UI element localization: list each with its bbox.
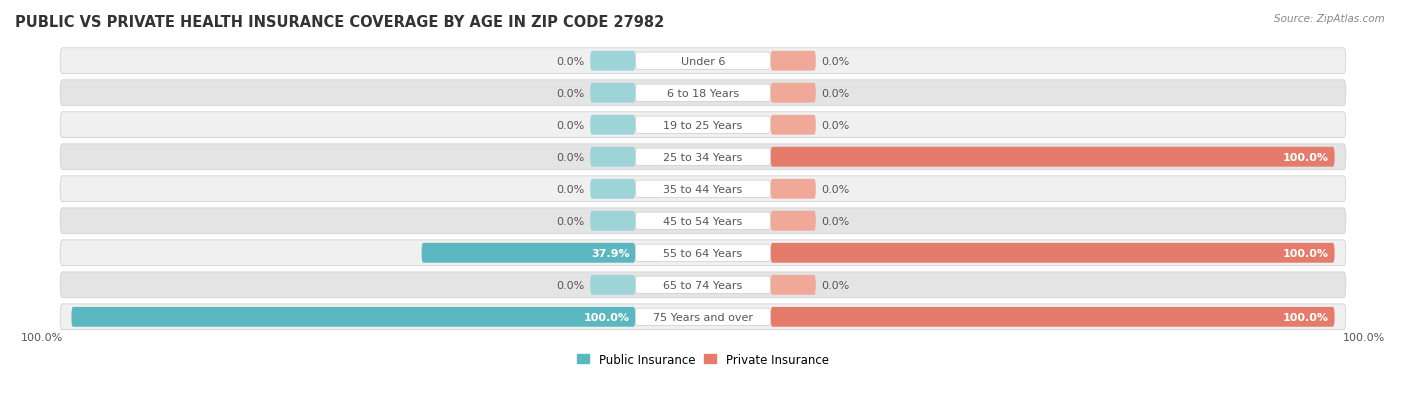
FancyBboxPatch shape — [591, 52, 636, 71]
Text: 6 to 18 Years: 6 to 18 Years — [666, 88, 740, 98]
Text: Source: ZipAtlas.com: Source: ZipAtlas.com — [1274, 14, 1385, 24]
Text: 19 to 25 Years: 19 to 25 Years — [664, 121, 742, 131]
FancyBboxPatch shape — [636, 180, 770, 198]
FancyBboxPatch shape — [60, 113, 1346, 138]
Text: 0.0%: 0.0% — [821, 216, 849, 226]
Text: 100.0%: 100.0% — [1282, 248, 1329, 258]
Text: 0.0%: 0.0% — [557, 280, 585, 290]
Text: Under 6: Under 6 — [681, 57, 725, 66]
Text: 100.0%: 100.0% — [1282, 312, 1329, 322]
FancyBboxPatch shape — [770, 307, 1334, 327]
Text: 0.0%: 0.0% — [557, 57, 585, 66]
Text: 0.0%: 0.0% — [821, 121, 849, 131]
FancyBboxPatch shape — [60, 49, 1346, 74]
Text: 100.0%: 100.0% — [1343, 332, 1385, 342]
Text: 0.0%: 0.0% — [557, 88, 585, 98]
Text: 0.0%: 0.0% — [821, 88, 849, 98]
Text: 37.9%: 37.9% — [591, 248, 630, 258]
FancyBboxPatch shape — [636, 244, 770, 262]
FancyBboxPatch shape — [636, 213, 770, 230]
Text: 0.0%: 0.0% — [821, 280, 849, 290]
FancyBboxPatch shape — [60, 272, 1346, 298]
FancyBboxPatch shape — [636, 53, 770, 70]
FancyBboxPatch shape — [60, 81, 1346, 107]
FancyBboxPatch shape — [770, 52, 815, 71]
Text: 55 to 64 Years: 55 to 64 Years — [664, 248, 742, 258]
FancyBboxPatch shape — [60, 176, 1346, 202]
FancyBboxPatch shape — [422, 243, 636, 263]
Text: 100.0%: 100.0% — [583, 312, 630, 322]
FancyBboxPatch shape — [770, 147, 1334, 167]
FancyBboxPatch shape — [770, 211, 815, 231]
Text: 0.0%: 0.0% — [821, 57, 849, 66]
FancyBboxPatch shape — [591, 179, 636, 199]
Text: 0.0%: 0.0% — [557, 121, 585, 131]
FancyBboxPatch shape — [636, 85, 770, 102]
FancyBboxPatch shape — [591, 83, 636, 103]
Text: 45 to 54 Years: 45 to 54 Years — [664, 216, 742, 226]
FancyBboxPatch shape — [770, 83, 815, 103]
Legend: Public Insurance, Private Insurance: Public Insurance, Private Insurance — [572, 348, 834, 370]
FancyBboxPatch shape — [770, 243, 1334, 263]
FancyBboxPatch shape — [770, 275, 815, 295]
FancyBboxPatch shape — [770, 179, 815, 199]
FancyBboxPatch shape — [72, 307, 636, 327]
Text: 100.0%: 100.0% — [1282, 152, 1329, 162]
Text: 100.0%: 100.0% — [21, 332, 63, 342]
FancyBboxPatch shape — [60, 240, 1346, 266]
Text: 65 to 74 Years: 65 to 74 Years — [664, 280, 742, 290]
Text: 0.0%: 0.0% — [557, 152, 585, 162]
Text: 75 Years and over: 75 Years and over — [652, 312, 754, 322]
FancyBboxPatch shape — [636, 117, 770, 134]
FancyBboxPatch shape — [636, 149, 770, 166]
Text: 35 to 44 Years: 35 to 44 Years — [664, 184, 742, 194]
FancyBboxPatch shape — [591, 275, 636, 295]
Text: PUBLIC VS PRIVATE HEALTH INSURANCE COVERAGE BY AGE IN ZIP CODE 27982: PUBLIC VS PRIVATE HEALTH INSURANCE COVER… — [15, 15, 664, 30]
FancyBboxPatch shape — [591, 211, 636, 231]
Text: 25 to 34 Years: 25 to 34 Years — [664, 152, 742, 162]
FancyBboxPatch shape — [60, 304, 1346, 330]
FancyBboxPatch shape — [60, 145, 1346, 170]
Text: 0.0%: 0.0% — [557, 216, 585, 226]
FancyBboxPatch shape — [636, 276, 770, 294]
FancyBboxPatch shape — [591, 147, 636, 167]
FancyBboxPatch shape — [636, 309, 770, 326]
Text: 0.0%: 0.0% — [557, 184, 585, 194]
Text: 0.0%: 0.0% — [821, 184, 849, 194]
FancyBboxPatch shape — [591, 116, 636, 135]
FancyBboxPatch shape — [770, 116, 815, 135]
FancyBboxPatch shape — [60, 209, 1346, 234]
